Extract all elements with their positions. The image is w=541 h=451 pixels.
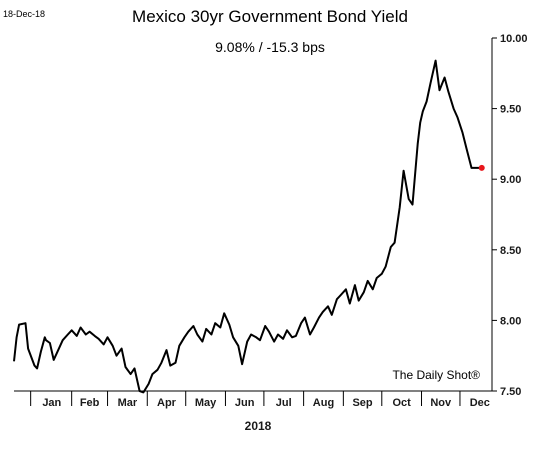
- x-tick-label: Feb: [80, 397, 100, 409]
- chart-title: Mexico 30yr Government Bond Yield: [132, 7, 408, 26]
- y-tick-label: 9.50: [500, 104, 521, 116]
- series-line: [13, 59, 482, 394]
- source-credit: The Daily Shot®: [392, 368, 480, 382]
- y-axis: 7.50 8.00 8.50 9.00 9.50 10.00: [491, 33, 528, 398]
- series-layer: [13, 59, 485, 394]
- y-tick-label: 10.00: [500, 33, 528, 45]
- x-tick-label: Oct: [392, 397, 411, 409]
- x-tick-label: Nov: [430, 397, 452, 409]
- x-tick-label: May: [195, 397, 217, 409]
- chart-date: 18-Dec-18: [3, 9, 45, 19]
- x-tick-label: Sep: [352, 397, 372, 409]
- y-tick-label: 7.50: [500, 386, 521, 398]
- x-tick-label: Jul: [276, 397, 292, 409]
- x-tick-label: Jan: [42, 397, 61, 409]
- x-tick-label: Apr: [157, 397, 177, 409]
- chart-subtitle: 9.08% / -15.3 bps: [215, 39, 325, 55]
- y-tick-label: 8.50: [500, 245, 521, 257]
- last-value-marker: [478, 164, 485, 171]
- x-tick-label: Dec: [470, 397, 490, 409]
- x-tick-label: Jun: [235, 397, 255, 409]
- x-tick-label: Mar: [118, 397, 138, 409]
- x-axis-label: 2018: [245, 419, 272, 433]
- x-tick-label: Aug: [313, 397, 334, 409]
- y-tick-label: 9.00: [500, 174, 521, 186]
- x-axis: Jan Feb Mar Apr May Jun Jul Aug Sep Oct Nov Dec: [14, 390, 492, 409]
- y-tick-label: 8.00: [500, 315, 521, 327]
